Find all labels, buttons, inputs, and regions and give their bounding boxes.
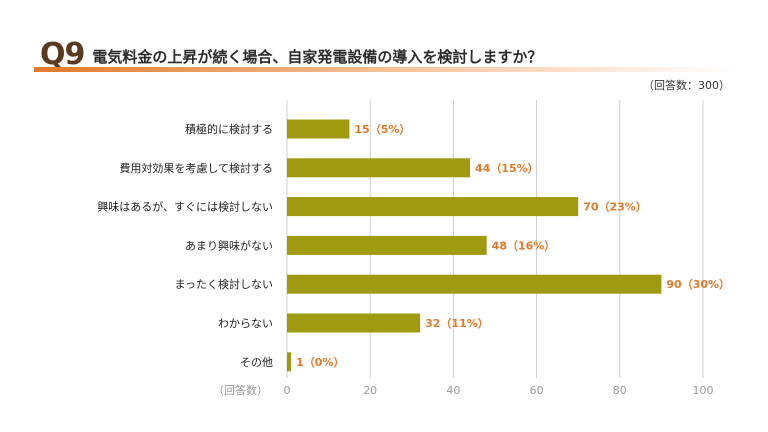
- x-tick-label: 100: [693, 384, 714, 397]
- question-number: Q9: [40, 37, 85, 72]
- category-label: 積極的に検討する: [185, 122, 273, 136]
- category-label: まったく検討しない: [174, 277, 273, 291]
- bar: [287, 158, 471, 178]
- data-label: 70（23%）: [583, 201, 647, 214]
- title-underline: [34, 67, 734, 72]
- question-title: Q9 電気料金の上昇が続く場合、自家発電設備の導入を検討しますか？: [40, 38, 542, 70]
- category-label: わからない: [218, 317, 273, 330]
- bar: [287, 235, 487, 255]
- bar: [287, 197, 579, 217]
- x-tick-label: 20: [363, 384, 377, 397]
- bar: [287, 119, 350, 139]
- data-label: 48（16%）: [492, 239, 556, 252]
- category-label: 興味はあるが、すぐには検討しない: [97, 200, 273, 214]
- x-tick-label: 40: [446, 384, 460, 397]
- x-tick-label: 0: [284, 384, 291, 397]
- question-text: 電気料金の上昇が続く場合、自家発電設備の導入を検討しますか？: [92, 48, 543, 66]
- category-label: あまり興味がない: [185, 238, 273, 252]
- data-label: 15（5%）: [354, 123, 410, 136]
- x-axis-label: （回答数）: [213, 383, 268, 397]
- category-label: 費用対効果を考慮して検討する: [119, 161, 273, 175]
- bar: [287, 274, 662, 294]
- bar: [287, 352, 292, 372]
- category-label: その他: [240, 356, 273, 369]
- bar: [287, 313, 421, 333]
- data-label: 32（11%）: [425, 317, 489, 330]
- data-label: 90（30%）: [666, 278, 730, 291]
- x-tick-label: 80: [613, 384, 627, 397]
- respondent-count: （回答数：300）: [643, 79, 730, 92]
- data-label: 1（0%）: [296, 356, 344, 369]
- x-tick-label: 60: [530, 384, 544, 397]
- data-label: 44（15%）: [475, 162, 539, 175]
